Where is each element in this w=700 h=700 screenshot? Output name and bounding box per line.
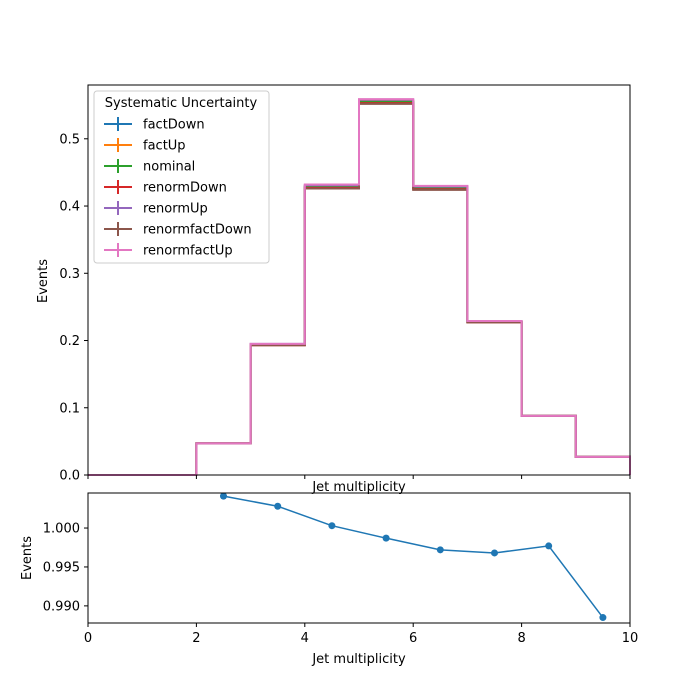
main-series-group — [88, 98, 631, 476]
main-histogram-panel: 0.0 0.1 0.2 0.3 0.4 0.5 Jet multiplicity Even… — [36, 84, 631, 495]
ratio-y-axis-label: Events — [20, 536, 35, 580]
main-y-tick-label: 0.2 — [59, 334, 80, 349]
legend: Systematic Uncertainty factDown factUp nom… — [93, 90, 270, 264]
ratio-axes-frame — [87, 492, 631, 624]
legend-label-renormfactUp: renormfactUp — [143, 244, 233, 259]
main-x-axis-label: Jet multiplicity — [311, 480, 406, 495]
main-y-tick-label: 0.5 — [59, 132, 80, 147]
legend-label-factUp: factUp — [143, 139, 186, 154]
legend-items: factDown factUp nominal renormDown renormUp r… — [104, 117, 252, 259]
legend-title: Systematic Uncertainty — [105, 96, 258, 111]
legend-label-renormUp: renormUp — [143, 202, 208, 217]
legend-label-renormDown: renormDown — [143, 181, 227, 196]
ratio-point — [274, 502, 282, 510]
ratio-y-tick-label: 0.995 — [43, 560, 80, 575]
ratio-x-tick-label: 8 — [517, 631, 525, 646]
main-y-tick-label: 0.0 — [59, 469, 80, 484]
ratio-point — [545, 542, 553, 550]
legend-label-renormfactDown: renormfactDown — [143, 223, 252, 238]
ratio-point — [382, 534, 390, 542]
ratio-y-tick-label: 0.990 — [43, 599, 80, 614]
ratio-point — [220, 492, 227, 500]
ratio-point — [599, 614, 607, 622]
main-y-tick-label: 0.4 — [59, 200, 80, 215]
ratio-line — [223, 495, 604, 619]
legend-box — [93, 90, 270, 264]
main-y-tick-label: 0.3 — [59, 267, 80, 282]
legend-label-factDown: factDown — [143, 118, 205, 133]
main-axes-frame — [87, 84, 631, 476]
legend-label-nominal: nominal — [143, 160, 195, 175]
ratio-y-tick-label: 1.000 — [43, 522, 80, 537]
ratio-ticks: 0 2 4 6 8 10 0.990 0.995 1.000 — [43, 522, 638, 646]
ratio-point — [328, 522, 336, 530]
ratio-x-tick-label: 0 — [84, 631, 92, 646]
main-y-tick-label: 0.1 — [59, 401, 80, 416]
ratio-point — [491, 549, 498, 557]
main-y-axis-label: Events — [36, 259, 51, 303]
ratio-x-tick-label: 4 — [301, 631, 309, 646]
ratio-point — [436, 546, 444, 554]
ratio-x-tick-label: 6 — [409, 631, 417, 646]
ratio-x-tick-label: 10 — [622, 631, 639, 646]
main-ticks: 0.0 0.1 0.2 0.3 0.4 0.5 — [59, 132, 631, 484]
ratio-series-group — [220, 492, 607, 622]
ratio-x-axis-label: Jet multiplicity — [311, 652, 406, 667]
ratio-x-tick-label: 2 — [192, 631, 200, 646]
series-step-line-renormfactUp — [88, 98, 631, 476]
